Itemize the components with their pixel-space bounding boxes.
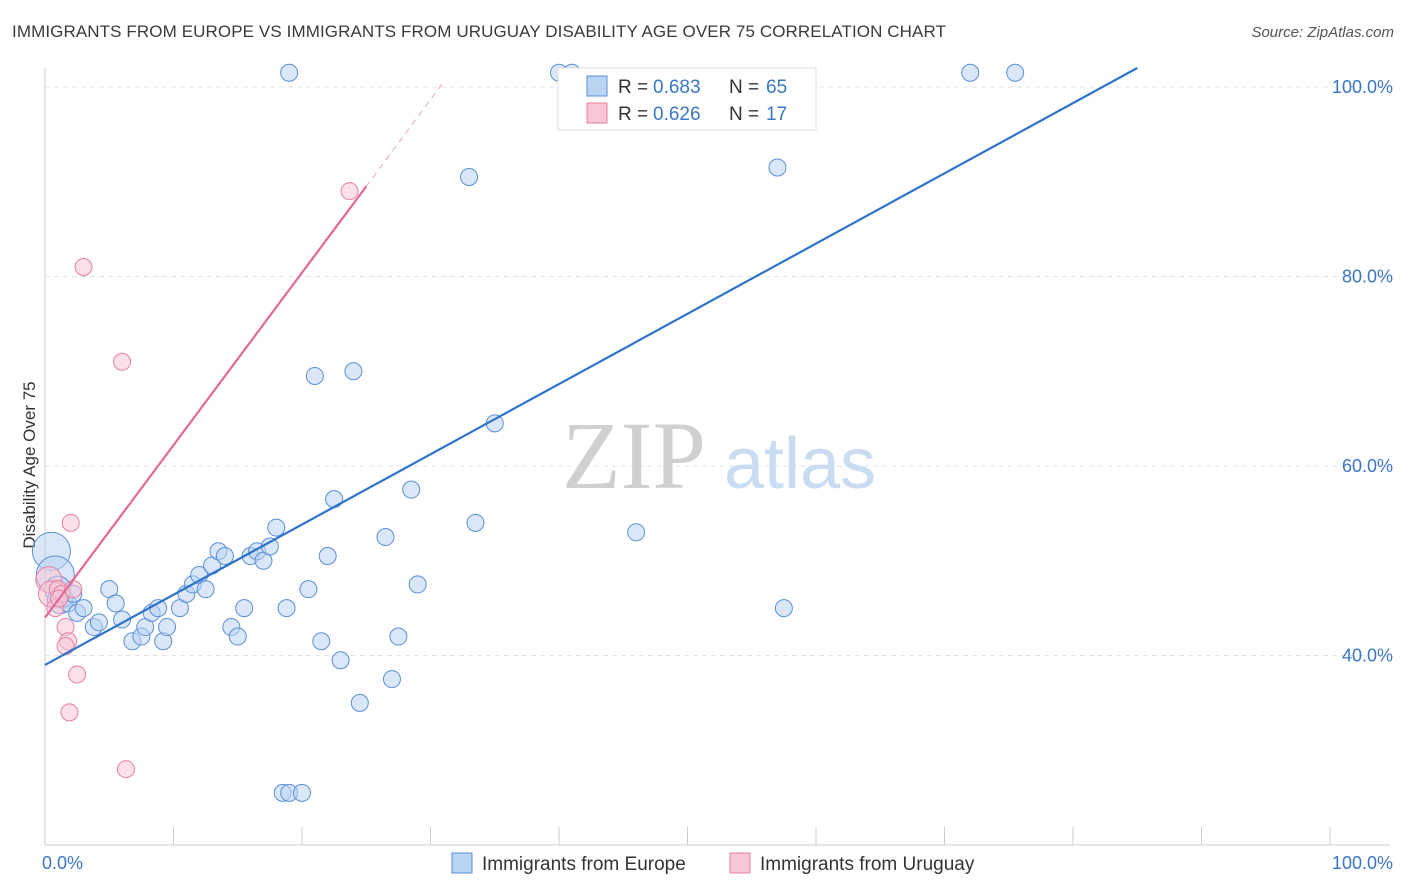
europe-point bbox=[325, 490, 344, 509]
uruguay-point bbox=[116, 760, 135, 779]
europe-point bbox=[280, 63, 299, 82]
stats-legend-swatch bbox=[586, 75, 608, 97]
stats-r-value: 0.626 bbox=[653, 104, 701, 125]
legend-label: Immigrants from Europe bbox=[482, 854, 686, 875]
europe-point bbox=[389, 627, 408, 646]
europe-point bbox=[627, 523, 646, 542]
europe-point bbox=[1006, 63, 1025, 82]
source-label: Source: ZipAtlas.com bbox=[1251, 24, 1394, 41]
stats-n-label: N = bbox=[729, 77, 759, 98]
watermark-zip: ZIP bbox=[562, 402, 706, 509]
x-tick-label: 0.0% bbox=[42, 853, 83, 873]
europe-point bbox=[267, 518, 286, 537]
uruguay-point bbox=[60, 703, 79, 722]
stats-n-label: N = bbox=[729, 104, 759, 125]
stats-r-label: R = bbox=[618, 104, 648, 125]
europe-point bbox=[158, 618, 177, 637]
europe-point bbox=[331, 651, 350, 670]
stats-r-label: R = bbox=[618, 77, 648, 98]
europe-point bbox=[402, 480, 421, 499]
europe-point bbox=[961, 63, 980, 82]
europe-point bbox=[106, 594, 125, 613]
chart-title: IMMIGRANTS FROM EUROPE VS IMMIGRANTS FRO… bbox=[12, 22, 947, 41]
uruguay-trend-line bbox=[44, 185, 368, 619]
uruguay-point bbox=[68, 665, 87, 684]
europe-point bbox=[774, 599, 793, 618]
uruguay-point bbox=[74, 257, 93, 276]
stats-r-value: 0.683 bbox=[653, 77, 701, 98]
europe-point bbox=[466, 513, 485, 532]
watermark-atlas: atlas bbox=[724, 424, 876, 504]
y-tick-label: 100.0% bbox=[1332, 77, 1393, 97]
europe-point bbox=[382, 670, 401, 689]
europe-point bbox=[196, 580, 215, 599]
europe-point bbox=[460, 167, 479, 186]
legend-swatch bbox=[729, 852, 751, 874]
stats-n-value: 65 bbox=[766, 77, 787, 98]
europe-point bbox=[344, 362, 363, 381]
europe-point bbox=[215, 546, 234, 565]
europe-point bbox=[350, 693, 369, 712]
y-tick-label: 40.0% bbox=[1342, 645, 1393, 665]
uruguay-trend-extension bbox=[365, 81, 444, 187]
europe-point bbox=[277, 599, 296, 618]
x-tick-label: 100.0% bbox=[1332, 853, 1393, 873]
uruguay-point bbox=[340, 182, 359, 201]
y-tick-label: 80.0% bbox=[1342, 266, 1393, 286]
europe-point bbox=[376, 528, 395, 547]
uruguay-point bbox=[56, 637, 75, 656]
europe-point bbox=[312, 632, 331, 651]
legend-swatch bbox=[451, 852, 473, 874]
y-tick-label: 60.0% bbox=[1342, 456, 1393, 476]
stats-n-value: 17 bbox=[766, 104, 787, 125]
europe-point bbox=[299, 580, 318, 599]
europe-point bbox=[408, 575, 427, 594]
europe-point bbox=[293, 783, 311, 802]
legend-label: Immigrants from Uruguay bbox=[760, 854, 975, 875]
europe-point bbox=[89, 613, 108, 632]
europe-point bbox=[74, 599, 93, 618]
europe-point bbox=[305, 366, 324, 385]
europe-point bbox=[113, 610, 132, 629]
uruguay-point bbox=[113, 352, 132, 371]
europe-point bbox=[768, 158, 787, 177]
europe-trend-line bbox=[44, 67, 1138, 666]
europe-point bbox=[228, 627, 247, 646]
stats-legend-swatch bbox=[586, 102, 608, 124]
europe-point bbox=[235, 599, 254, 618]
uruguay-point bbox=[61, 513, 80, 532]
europe-point bbox=[318, 546, 337, 565]
